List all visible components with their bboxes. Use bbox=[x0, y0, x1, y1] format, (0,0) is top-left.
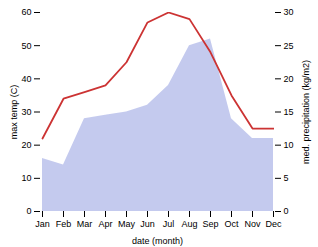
svg-text:40: 40 bbox=[21, 74, 31, 84]
svg-text:30: 30 bbox=[21, 107, 31, 117]
svg-text:Jun: Jun bbox=[140, 219, 155, 229]
svg-text:med. precipitation (kg/m2): med. precipitation (kg/m2) bbox=[301, 60, 311, 164]
svg-text:May: May bbox=[118, 219, 136, 229]
svg-text:60: 60 bbox=[21, 7, 31, 17]
svg-text:Sep: Sep bbox=[202, 219, 218, 229]
svg-text:0: 0 bbox=[284, 206, 289, 216]
svg-text:Oct: Oct bbox=[224, 219, 239, 229]
svg-text:Feb: Feb bbox=[56, 219, 72, 229]
svg-text:50: 50 bbox=[21, 41, 31, 51]
svg-text:10: 10 bbox=[284, 140, 294, 150]
svg-text:Jan: Jan bbox=[35, 219, 50, 229]
svg-text:Mar: Mar bbox=[77, 219, 93, 229]
svg-text:20: 20 bbox=[284, 74, 294, 84]
svg-text:5: 5 bbox=[284, 173, 289, 183]
svg-text:0: 0 bbox=[26, 206, 31, 216]
svg-text:Nov: Nov bbox=[244, 219, 261, 229]
svg-text:15: 15 bbox=[284, 107, 294, 117]
svg-text:Apr: Apr bbox=[98, 219, 112, 229]
svg-text:10: 10 bbox=[21, 173, 31, 183]
svg-text:30: 30 bbox=[284, 7, 294, 17]
svg-text:25: 25 bbox=[284, 41, 294, 51]
svg-text:date (month): date (month) bbox=[132, 236, 183, 246]
svg-text:max temp (C): max temp (C) bbox=[9, 85, 19, 140]
svg-text:Jul: Jul bbox=[163, 219, 175, 229]
svg-text:Aug: Aug bbox=[181, 219, 197, 229]
svg-text:20: 20 bbox=[21, 140, 31, 150]
svg-text:Dec: Dec bbox=[265, 219, 282, 229]
